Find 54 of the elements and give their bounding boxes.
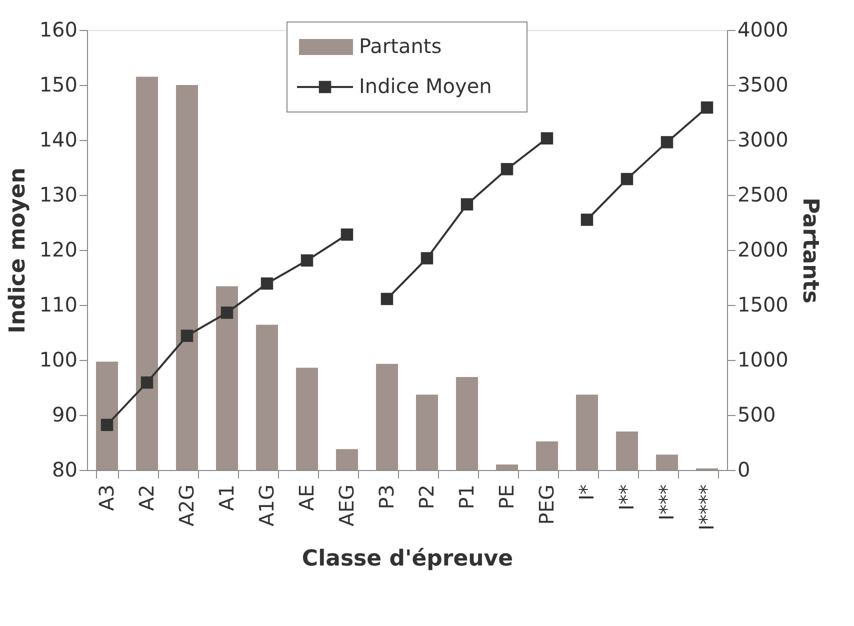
- x-tick-label: A3: [94, 484, 118, 511]
- bar: [456, 377, 478, 470]
- bar: [656, 454, 678, 470]
- x-tick-label: PEG: [534, 484, 558, 525]
- bar: [576, 394, 598, 470]
- x-axis-title: Classe d'épreuve: [302, 546, 514, 572]
- y2-tick-label: 2500: [738, 182, 788, 206]
- x-tick-label: A2G: [174, 484, 198, 526]
- bar: [216, 286, 238, 470]
- x-tick-label: P3: [374, 484, 398, 510]
- x-tick-label: P1: [454, 484, 478, 510]
- y-tick-label: 120: [39, 238, 78, 262]
- x-tick-label: P2: [414, 484, 438, 510]
- bar: [176, 85, 198, 470]
- y-tick-label: 100: [39, 348, 78, 372]
- x-tick-label: I**: [614, 484, 638, 510]
- y-tick-label: 130: [39, 182, 78, 206]
- y2-tick-label: 3500: [738, 72, 788, 96]
- legend-label: Indice Moyen: [359, 74, 492, 98]
- bar: [536, 441, 558, 470]
- y2-axis-title: Partants: [797, 198, 822, 304]
- x-tick-label: I***: [654, 484, 678, 520]
- y2-tick-label: 1500: [738, 292, 788, 316]
- x-tick-label: A1G: [254, 484, 278, 526]
- x-tick-label: I*: [574, 484, 598, 500]
- y2-tick-label: 3000: [738, 128, 788, 152]
- y-axis-title: Indice moyen: [5, 168, 30, 334]
- y2-tick-label: 2000: [738, 238, 788, 262]
- y-tick-label: 90: [52, 402, 78, 426]
- bar: [96, 362, 118, 470]
- y-tick-label: 80: [52, 458, 78, 482]
- bar: [136, 76, 158, 470]
- x-tick-label: AEG: [334, 484, 358, 526]
- y2-tick-label: 500: [738, 402, 776, 426]
- y2-tick-label: 1000: [738, 348, 788, 372]
- bar: [416, 394, 438, 470]
- x-tick-label: AE: [294, 484, 318, 511]
- bar: [496, 464, 518, 470]
- bar: [296, 368, 318, 470]
- bar: [256, 324, 278, 470]
- x-tick-label: PE: [494, 484, 518, 510]
- bar: [616, 432, 638, 470]
- y-tick-label: 150: [39, 72, 78, 96]
- y-tick-label: 160: [39, 18, 78, 42]
- bar: [376, 364, 398, 470]
- y-tick-label: 110: [39, 292, 78, 316]
- y-tick-label: 140: [39, 128, 78, 152]
- legend-label: Partants: [359, 34, 442, 58]
- bar: [336, 449, 358, 470]
- y2-tick-label: 0: [738, 458, 750, 482]
- y2-tick-label: 4000: [738, 18, 788, 42]
- x-tick-label: A1: [214, 484, 238, 511]
- x-tick-label: A2: [134, 484, 158, 511]
- x-tick-label: I****: [694, 484, 718, 530]
